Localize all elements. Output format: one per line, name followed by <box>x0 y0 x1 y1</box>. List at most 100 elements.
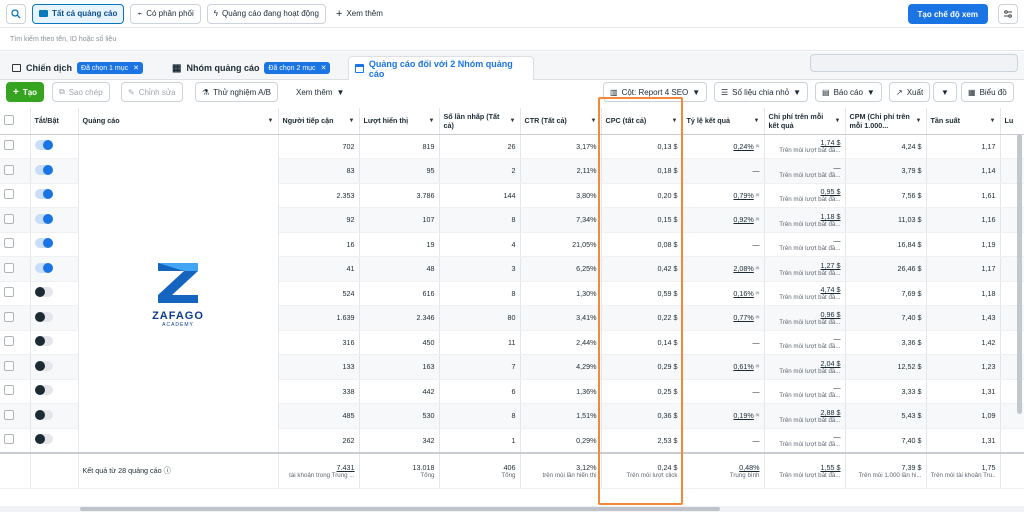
delivery-toggle[interactable] <box>34 336 53 347</box>
col-header-reach[interactable]: Người tiếp cận ▼ <box>278 108 360 135</box>
row-select-cell[interactable] <box>0 379 31 404</box>
toggle-cell[interactable] <box>30 330 79 355</box>
close-icon[interactable]: ✕ <box>133 65 139 72</box>
table-row[interactable]: 92 107 8 7,34% 0,15 $0,92% ⁽ⁱ⁾ 1,18 $ Trên mỗi… <box>0 207 1024 233</box>
table-row[interactable]: ZAFAGO ACADEMY 702 819 26 3,17% 0,13 $0,24% … <box>0 134 1024 453</box>
scrollbar-thumb[interactable] <box>80 507 720 511</box>
table-row[interactable]: 1.639 2.346 80 3,41% 0,22 $0,77% ⁽ⁱ⁾ 0,96 $ Tr… <box>0 305 1024 331</box>
tab-campaigns[interactable]: Chiến dịch Đã chọn 1 mục ✕ <box>6 56 149 80</box>
toggle-cell[interactable] <box>30 428 79 453</box>
select-all-header[interactable] <box>0 108 31 135</box>
cost-per-result-value[interactable]: 0,96 $ <box>820 309 841 319</box>
col-header-ctr[interactable]: CTR (Tất cả) ▼ <box>520 108 602 135</box>
row-select-cell[interactable] <box>0 134 31 159</box>
table-row[interactable]: 83 95 2 2,11% 0,18 $ — — Trên mỗi lượt bắt đầ..… <box>0 158 1024 184</box>
row-select-cell[interactable] <box>0 281 31 306</box>
delivery-toggle[interactable] <box>34 238 53 249</box>
row-checkbox[interactable] <box>4 140 14 151</box>
row-checkbox[interactable] <box>4 262 14 273</box>
result-rate-value[interactable]: 0,16% <box>733 288 754 298</box>
row-checkbox[interactable] <box>4 311 14 322</box>
row-select-cell[interactable] <box>0 330 31 355</box>
more-filters-button[interactable]: + Xem thêm <box>336 7 383 20</box>
toggle-cell[interactable] <box>30 256 79 282</box>
result-rate-value[interactable]: 0,61% <box>733 362 754 372</box>
table-row[interactable]: 524 616 8 1,30% 0,59 $0,16% ⁽ⁱ⁾ 4,74 $ Trên mỗ… <box>0 281 1024 306</box>
row-checkbox[interactable] <box>4 336 14 347</box>
delivery-toggle[interactable] <box>34 434 53 444</box>
toggle-cell[interactable] <box>30 305 79 331</box>
row-select-cell[interactable] <box>0 158 31 184</box>
table-row[interactable]: 16 19 4 21,05% 0,08 $ — — Trên mỗi lượt bắt đầ.… <box>0 232 1024 257</box>
table-row[interactable]: 316 450 11 2,44% 0,14 $ — — Trên mỗi lượt bắt đ… <box>0 330 1024 355</box>
col-header-frequency[interactable]: Tần suất ▼ <box>926 108 1001 135</box>
campaign-selected-chip[interactable]: Đã chọn 1 mục ✕ <box>77 62 143 74</box>
result-rate-value[interactable]: 0,19% <box>733 411 754 421</box>
table-row[interactable]: 41 48 3 6,25% 0,42 $2,08% ⁽ⁱ⁾ 1,27 $ Trên mỗi … <box>0 256 1024 282</box>
charts-button[interactable]: ▦ Biểu đồ <box>961 82 1014 102</box>
col-header-cpc[interactable]: CPC (tất cả) ▼ <box>601 108 683 135</box>
toggle-cell[interactable] <box>30 232 79 257</box>
col-header-impressions[interactable]: Lượt hiển thị ▼ <box>359 108 440 135</box>
row-checkbox[interactable] <box>4 409 14 420</box>
row-select-cell[interactable] <box>0 256 31 282</box>
result-rate-value[interactable]: 2,08% <box>733 264 754 274</box>
duplicate-button[interactable]: ⧉ Sao chép <box>52 82 110 102</box>
row-select-cell[interactable] <box>0 354 31 380</box>
info-icon[interactable]: ⁽ⁱ⁾ <box>753 316 760 323</box>
row-select-cell[interactable] <box>0 207 31 233</box>
info-icon[interactable]: ⁽ⁱ⁾ <box>753 414 760 421</box>
toggle-cell[interactable] <box>30 134 79 159</box>
info-icon[interactable]: ⁽ⁱ⁾ <box>753 218 760 225</box>
row-checkbox[interactable] <box>4 238 14 249</box>
row-select-cell[interactable] <box>0 232 31 257</box>
table-row[interactable]: 485 530 8 1,51% 0,36 $0,19% ⁽ⁱ⁾ 2,88 $ Trên mỗ… <box>0 403 1024 429</box>
row-select-cell[interactable] <box>0 403 31 429</box>
row-select-cell[interactable] <box>0 428 31 453</box>
result-rate-value[interactable]: 0,92% <box>733 215 754 225</box>
delivery-toggle[interactable] <box>34 311 53 322</box>
toggle-cell[interactable] <box>30 281 79 306</box>
info-icon[interactable]: ⓘ <box>161 465 171 475</box>
create-button[interactable]: + Tạo <box>6 82 45 102</box>
row-select-cell[interactable] <box>0 183 31 208</box>
info-icon[interactable]: ⁽ⁱ⁾ <box>753 193 760 200</box>
close-icon[interactable]: ✕ <box>320 65 327 72</box>
info-icon[interactable]: ⁽ⁱ⁾ <box>753 267 760 274</box>
delivery-toggle[interactable] <box>34 213 53 224</box>
info-icon[interactable]: ⁽ⁱ⁾ <box>753 144 760 151</box>
delivery-toggle[interactable] <box>34 262 53 273</box>
filter-all-ads[interactable]: Tất cả quảng cáo <box>32 3 125 24</box>
columns-dropdown[interactable]: ▥ Cột: Report 4 SEO ▼ <box>603 82 708 102</box>
delivery-toggle[interactable] <box>34 140 53 151</box>
delivery-toggle[interactable] <box>34 287 53 298</box>
vertical-scrollbar[interactable] <box>1017 134 1022 414</box>
export-button[interactable]: ↗ Xuất <box>889 82 931 102</box>
toggle-cell[interactable] <box>30 183 79 208</box>
ad-name-cell[interactable]: ZAFAGO ACADEMY <box>78 134 279 453</box>
row-checkbox[interactable] <box>4 189 14 200</box>
col-header-cost-per-result[interactable]: Chi phí trên mỗi kết quả ▼ <box>764 108 846 135</box>
table-row[interactable]: 262 342 1 0,29% 2,53 $ — — Trên mỗi lượt bắt đầ… <box>0 428 1024 453</box>
row-checkbox[interactable] <box>4 213 14 224</box>
select-all-checkbox[interactable] <box>4 114 14 125</box>
table-row[interactable]: 133 163 7 4,29% 0,29 $0,61% ⁽ⁱ⁾ 2,04 $ Trên mỗ… <box>0 354 1024 380</box>
cost-per-result-value[interactable]: 4,74 $ <box>820 285 841 295</box>
info-icon[interactable]: ⁽ⁱ⁾ <box>753 365 760 372</box>
delivery-toggle[interactable] <box>34 409 53 420</box>
breakdown-dropdown[interactable]: ☰ Số liệu chia nhỏ ▼ <box>714 82 809 102</box>
col-header-more[interactable]: Lu <box>1000 108 1024 135</box>
col-header-clicks[interactable]: Số lần nhấp (Tất cả) ▼ <box>439 108 521 135</box>
result-rate-value[interactable]: 0,24% <box>733 141 754 151</box>
cost-per-result-value[interactable]: 1,74 $ <box>820 138 841 148</box>
delivery-toggle[interactable] <box>34 360 53 371</box>
tab-ads[interactable]: Quảng cáo đối với 2 Nhóm quảng cáo <box>348 56 534 80</box>
cost-per-result-value[interactable]: 0,95 $ <box>820 187 841 197</box>
result-rate-value[interactable]: 0,77% <box>733 313 754 323</box>
search-input[interactable]: Tìm kiếm theo tên, ID hoặc số liệu <box>0 29 1024 51</box>
info-icon[interactable]: ⁽ⁱ⁾ <box>753 291 760 298</box>
toggle-cell[interactable] <box>30 379 79 404</box>
horizontal-scrollbar[interactable] <box>0 506 1024 512</box>
col-header-result-rate[interactable]: Tỷ lệ kết quả ▼ <box>682 108 765 135</box>
toggle-cell[interactable] <box>30 354 79 380</box>
